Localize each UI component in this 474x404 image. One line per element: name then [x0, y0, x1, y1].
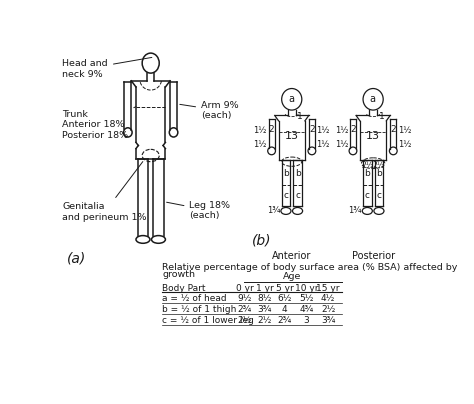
Text: 1½: 1½ — [335, 126, 348, 135]
Text: 2½: 2½ — [237, 316, 252, 325]
Text: 2½: 2½ — [361, 161, 374, 170]
Text: Age: Age — [283, 272, 302, 281]
Text: 1½: 1½ — [254, 139, 267, 149]
Text: 2¾: 2¾ — [237, 305, 252, 314]
Text: 6½: 6½ — [277, 294, 292, 303]
Text: 1½: 1½ — [398, 126, 411, 135]
Text: 4: 4 — [282, 305, 288, 314]
Text: b = ½ of 1 thigh: b = ½ of 1 thigh — [162, 305, 237, 314]
Text: b: b — [295, 169, 301, 178]
Text: 1¾: 1¾ — [266, 206, 280, 215]
Text: 1: 1 — [379, 112, 384, 121]
Text: Genitalia
and perineum 1%: Genitalia and perineum 1% — [63, 162, 147, 222]
Text: 3¾: 3¾ — [321, 316, 336, 325]
Text: 4¾: 4¾ — [300, 305, 314, 314]
Text: 2: 2 — [309, 125, 315, 134]
Text: growth: growth — [162, 270, 195, 279]
Text: 15 yr: 15 yr — [317, 284, 340, 293]
Text: 1½: 1½ — [317, 126, 330, 135]
Text: c = ½ of 1 lower leg: c = ½ of 1 lower leg — [162, 316, 254, 325]
Text: 3: 3 — [304, 316, 310, 325]
Text: 4½: 4½ — [321, 294, 336, 303]
Text: 1½: 1½ — [317, 139, 330, 149]
Text: 1½: 1½ — [254, 126, 267, 135]
Text: 1½: 1½ — [398, 139, 411, 149]
Text: 0 yr: 0 yr — [236, 284, 253, 293]
Text: 10 yr: 10 yr — [295, 284, 318, 293]
Text: 1: 1 — [297, 112, 303, 121]
Text: 2: 2 — [391, 125, 396, 134]
Text: b: b — [283, 169, 289, 178]
Text: 13: 13 — [285, 130, 299, 141]
Text: 2½: 2½ — [321, 305, 336, 314]
Text: a: a — [369, 94, 375, 104]
Text: 2¾: 2¾ — [278, 316, 292, 325]
Text: 2: 2 — [350, 125, 356, 134]
Text: b: b — [365, 169, 370, 178]
Text: 1¾: 1¾ — [348, 206, 362, 215]
Text: 1 yr: 1 yr — [256, 284, 273, 293]
Text: Trunk
Anterior 18%
Posterior 18%: Trunk Anterior 18% Posterior 18% — [63, 107, 136, 140]
Text: Body Part: Body Part — [162, 284, 206, 293]
Text: Anterior: Anterior — [272, 251, 311, 261]
Text: c: c — [295, 191, 300, 200]
Text: c: c — [283, 191, 289, 200]
Text: 13: 13 — [366, 130, 380, 141]
Text: (b): (b) — [251, 234, 271, 248]
Text: 8½: 8½ — [257, 294, 272, 303]
Text: Leg 18%
(each): Leg 18% (each) — [166, 201, 230, 220]
Text: 2: 2 — [269, 125, 274, 134]
Text: c: c — [376, 191, 382, 200]
Text: a: a — [288, 94, 294, 104]
Text: (a): (a) — [67, 252, 86, 265]
Text: c: c — [365, 191, 370, 200]
Text: 3¾: 3¾ — [257, 305, 272, 314]
Text: Relative percentage of body surface area (% BSA) affected by: Relative percentage of body surface area… — [162, 263, 458, 271]
Text: 5½: 5½ — [299, 294, 314, 303]
Text: 2½: 2½ — [257, 316, 272, 325]
Text: 2½: 2½ — [373, 161, 385, 170]
Text: 9½: 9½ — [237, 294, 252, 303]
Text: b: b — [376, 169, 382, 178]
Text: a = ½ of head: a = ½ of head — [162, 294, 227, 303]
Text: Arm 9%
(each): Arm 9% (each) — [180, 101, 239, 120]
Text: Head and
neck 9%: Head and neck 9% — [63, 57, 152, 79]
Text: 5 yr: 5 yr — [276, 284, 294, 293]
Text: 1½: 1½ — [335, 139, 348, 149]
Text: Posterior: Posterior — [352, 251, 395, 261]
